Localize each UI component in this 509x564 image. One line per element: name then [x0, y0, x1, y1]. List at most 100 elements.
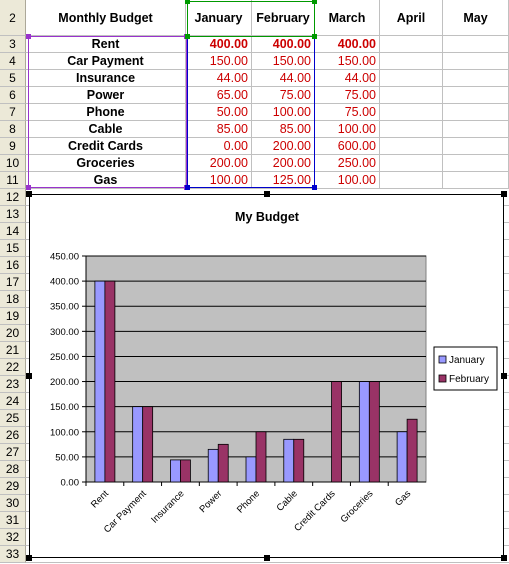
value-cell-jan[interactable]: 0.00 [186, 138, 252, 155]
range-handle[interactable] [26, 34, 31, 39]
empty-cell[interactable] [443, 87, 509, 104]
chart-resize-handle[interactable] [501, 555, 507, 561]
chart-resize-handle[interactable] [501, 373, 507, 379]
header-cell-may[interactable]: May [443, 0, 509, 36]
row-label-cell[interactable]: Cable [26, 121, 186, 138]
empty-cell[interactable] [380, 121, 443, 138]
row-label-cell[interactable]: Groceries [26, 155, 186, 172]
chart-resize-handle[interactable] [501, 191, 507, 197]
row-header-10[interactable]: 10 [0, 155, 26, 172]
row-header-3[interactable]: 3 [0, 36, 26, 53]
row-header-14[interactable]: 14 [0, 223, 26, 240]
empty-cell[interactable] [443, 53, 509, 70]
header-cell-apr[interactable]: April [380, 0, 443, 36]
row-label-cell[interactable]: Rent [26, 36, 186, 53]
chart-resize-handle[interactable] [26, 373, 32, 379]
budget-chart[interactable]: My Budget 0.00 50.00 100.00 150.00 200.00 250.… [29, 194, 504, 558]
empty-cell[interactable] [443, 70, 509, 87]
empty-cell[interactable] [443, 104, 509, 121]
row-label-cell[interactable]: Car Payment [26, 53, 186, 70]
row-header-6[interactable]: 6 [0, 87, 26, 104]
row-header-29[interactable]: 29 [0, 478, 26, 495]
range-handle[interactable] [312, 0, 317, 4]
row-header-23[interactable]: 23 [0, 376, 26, 393]
range-handle[interactable] [312, 34, 317, 39]
chart-resize-handle[interactable] [26, 555, 32, 561]
empty-cell[interactable] [443, 138, 509, 155]
empty-cell[interactable] [443, 155, 509, 172]
row-label-cell[interactable]: Credit Cards [26, 138, 186, 155]
row-header-33[interactable]: 33 [0, 546, 26, 563]
row-header-24[interactable]: 24 [0, 393, 26, 410]
empty-cell[interactable] [380, 36, 443, 53]
header-cell-jan[interactable]: January [186, 0, 252, 36]
chart-resize-handle[interactable] [263, 191, 270, 197]
range-handle[interactable] [185, 0, 190, 4]
value-cell-jan[interactable]: 400.00 [186, 36, 252, 53]
range-handle[interactable] [312, 185, 317, 190]
row-header-13[interactable]: 13 [0, 206, 26, 223]
value-cell-jan[interactable]: 44.00 [186, 70, 252, 87]
header-cell-label[interactable]: Monthly Budget [26, 0, 186, 36]
row-header-7[interactable]: 7 [0, 104, 26, 121]
row-header-11[interactable]: 11 [0, 172, 26, 189]
empty-cell[interactable] [380, 172, 443, 189]
row-header-32[interactable]: 32 [0, 529, 26, 546]
row-header-21[interactable]: 21 [0, 342, 26, 359]
value-cell-jan[interactable]: 65.00 [186, 87, 252, 104]
row-header-15[interactable]: 15 [0, 240, 26, 257]
row-header-9[interactable]: 9 [0, 138, 26, 155]
empty-cell[interactable] [380, 87, 443, 104]
row-label-cell[interactable]: Phone [26, 104, 186, 121]
row-header-16[interactable]: 16 [0, 257, 26, 274]
value-cell-mar[interactable]: 75.00 [315, 104, 380, 121]
row-header-22[interactable]: 22 [0, 359, 26, 376]
row-header-19[interactable]: 19 [0, 308, 26, 325]
value-cell-mar[interactable]: 100.00 [315, 172, 380, 189]
empty-cell[interactable] [443, 172, 509, 189]
row-header-2[interactable]: 2 [0, 0, 26, 36]
row-header-4[interactable]: 4 [0, 53, 26, 70]
row-header-18[interactable]: 18 [0, 291, 26, 308]
chart-resize-handle[interactable] [263, 555, 270, 561]
value-cell-jan[interactable]: 100.00 [186, 172, 252, 189]
row-header-25[interactable]: 25 [0, 410, 26, 427]
empty-cell[interactable] [380, 138, 443, 155]
value-cell-jan[interactable]: 150.00 [186, 53, 252, 70]
row-header-30[interactable]: 30 [0, 495, 26, 512]
row-header-31[interactable]: 31 [0, 512, 26, 529]
value-cell-mar[interactable]: 150.00 [315, 53, 380, 70]
empty-cell[interactable] [380, 104, 443, 121]
row-header-17[interactable]: 17 [0, 274, 26, 291]
value-cell-mar[interactable]: 100.00 [315, 121, 380, 138]
range-handle[interactable] [26, 185, 31, 190]
empty-cell[interactable] [443, 36, 509, 53]
row-label-cell[interactable]: Gas [26, 172, 186, 189]
range-handle[interactable] [185, 185, 190, 190]
empty-cell[interactable] [380, 53, 443, 70]
row-header-12[interactable]: 12 [0, 189, 26, 206]
value-cell-jan[interactable]: 200.00 [186, 155, 252, 172]
empty-cell[interactable] [380, 155, 443, 172]
value-cell-mar[interactable]: 250.00 [315, 155, 380, 172]
value-cell-jan[interactable]: 50.00 [186, 104, 252, 121]
header-cell-mar[interactable]: March [315, 0, 380, 36]
value-cell-jan[interactable]: 85.00 [186, 121, 252, 138]
row-header-8[interactable]: 8 [0, 121, 26, 138]
row-label-cell[interactable]: Power [26, 87, 186, 104]
value-cell-mar[interactable]: 600.00 [315, 138, 380, 155]
value-cell-mar[interactable]: 75.00 [315, 87, 380, 104]
value-cell-mar[interactable]: 44.00 [315, 70, 380, 87]
chart-resize-handle[interactable] [26, 191, 32, 197]
row-header-28[interactable]: 28 [0, 461, 26, 478]
range-handle[interactable] [185, 34, 190, 39]
value-cell-mar[interactable]: 400.00 [315, 36, 380, 53]
row-header-5[interactable]: 5 [0, 70, 26, 87]
row-header-26[interactable]: 26 [0, 427, 26, 444]
row-header-27[interactable]: 27 [0, 444, 26, 461]
empty-row[interactable] [26, 546, 509, 563]
row-label-cell[interactable]: Insurance [26, 70, 186, 87]
empty-cell[interactable] [380, 70, 443, 87]
row-header-20[interactable]: 20 [0, 325, 26, 342]
empty-cell[interactable] [443, 121, 509, 138]
